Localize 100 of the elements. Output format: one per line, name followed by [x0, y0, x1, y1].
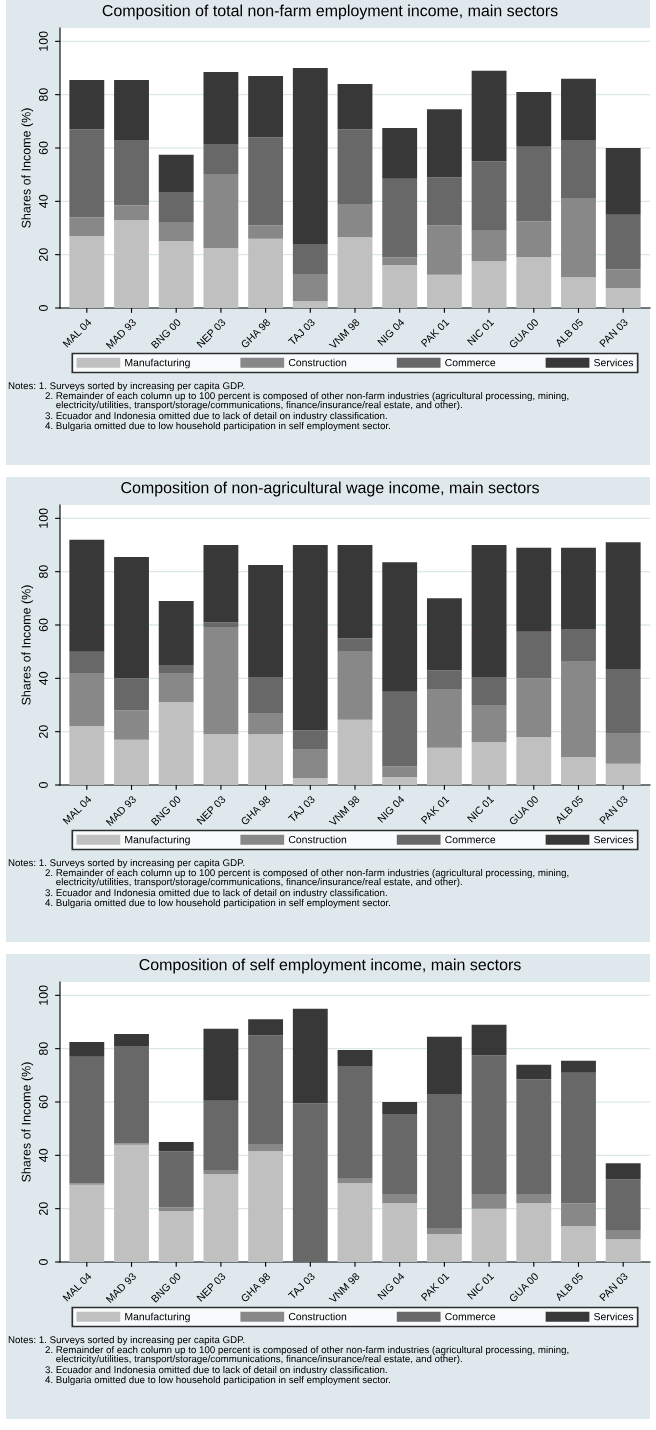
bar — [471, 742, 507, 785]
bar — [203, 174, 239, 248]
bar — [203, 72, 239, 144]
y-tick-label: 0 — [38, 1259, 48, 1265]
text: 3. Ecuador and Indonesia omitted due to lack of detail on industry classification. — [45, 1366, 387, 1376]
bar — [382, 691, 418, 767]
bar — [69, 80, 105, 130]
bar — [69, 1184, 105, 1262]
bar — [203, 248, 239, 308]
y-axis-title: Shares of Income (%) — [21, 108, 34, 228]
bar — [561, 1072, 596, 1204]
y-tick-label: 40 — [38, 1148, 48, 1162]
bar — [382, 257, 418, 266]
bar — [248, 76, 284, 138]
y-tick-label: 80 — [38, 565, 48, 579]
text: 3. Ecuador and Indonesia omitted due to lack of detail on industry classification. — [45, 412, 387, 422]
bar — [337, 1050, 373, 1066]
bar — [292, 301, 328, 308]
bar — [561, 1060, 596, 1073]
bar — [203, 1100, 239, 1170]
legend-label: Services — [594, 1312, 634, 1321]
text: Notes: 1. Surveys sorted by increasing per capita GDP. — [8, 859, 245, 869]
bar — [561, 198, 596, 278]
bar — [292, 778, 328, 785]
bar — [426, 274, 462, 308]
x-tick-label: NIC 01 — [466, 318, 495, 346]
bar — [382, 1114, 418, 1194]
bar — [471, 677, 507, 705]
bar — [114, 557, 149, 679]
bar — [292, 274, 328, 302]
bar — [561, 629, 596, 661]
bar — [426, 689, 462, 748]
bar — [471, 1194, 507, 1209]
bar — [382, 1203, 418, 1262]
bar — [605, 288, 641, 308]
bar — [158, 1211, 194, 1262]
x-tick-label: MAL 04 — [62, 1272, 93, 1302]
bar — [605, 763, 641, 785]
bar — [426, 225, 462, 275]
bar — [248, 1144, 284, 1152]
bar — [248, 565, 284, 677]
y-axis-title: Shares of Income (%) — [21, 585, 34, 705]
y-tick-label: 0 — [38, 305, 48, 311]
y-tick-label: 20 — [38, 1202, 48, 1215]
text: Notes: 1. Surveys sorted by increasing per capita GDP. — [8, 382, 245, 392]
bar — [337, 129, 373, 204]
bar — [203, 627, 239, 735]
bar — [426, 1228, 462, 1234]
bar — [114, 710, 149, 740]
bar — [158, 222, 194, 242]
bar — [471, 1208, 507, 1262]
bar — [605, 148, 641, 215]
bar — [158, 702, 194, 785]
bar — [561, 547, 596, 629]
x-tick-label: TAJ 03 — [287, 1272, 316, 1300]
bar — [561, 661, 596, 757]
bar — [158, 1207, 194, 1212]
bar — [114, 220, 149, 308]
bar — [382, 265, 418, 308]
bar — [516, 1064, 552, 1080]
chart-title: Composition of total non-farm employment income, main sectors — [102, 4, 558, 20]
legend-label: Commerce — [445, 835, 496, 844]
text: 2. Remainder of each column up to 100 percent is composed of other non-farm industries (agricultural processing, mining, electricity/utilities, transport/storage/communications, finance/insurance/real estate, and other). — [45, 392, 569, 411]
legend-label: Commerce — [445, 1312, 496, 1321]
bar — [516, 1079, 552, 1194]
bar — [69, 726, 105, 785]
bar — [69, 1056, 105, 1184]
y-tick-label: 100 — [38, 985, 48, 1005]
bar — [158, 154, 194, 192]
bar — [471, 261, 507, 308]
bar — [561, 140, 596, 199]
y-tick-label: 100 — [38, 508, 48, 528]
bar — [337, 1178, 373, 1184]
bar — [382, 128, 418, 179]
y-tick-label: 0 — [38, 782, 48, 788]
bar — [248, 713, 284, 735]
bar — [203, 1174, 239, 1262]
bar — [337, 651, 373, 720]
legend-label: Manufacturing — [125, 1312, 190, 1323]
bar — [158, 192, 194, 223]
bar — [516, 221, 552, 258]
bar — [114, 205, 149, 220]
legend-label: Construction — [288, 1312, 347, 1321]
legend-label: Construction — [288, 358, 347, 367]
y-tick-label: 100 — [38, 31, 48, 51]
bar — [605, 1179, 641, 1230]
text: 2. Remainder of each column up to 100 percent is composed of other non-farm industries (agricultural processing, mining, electricity/utilities, transport/storage/communications, finance/insurance/real estate, and other). — [45, 869, 569, 888]
bar — [292, 749, 328, 779]
bar — [248, 734, 284, 785]
x-tick-label: MAL 04 — [62, 318, 93, 348]
y-tick-label: 40 — [38, 671, 48, 685]
y-tick-label: 60 — [38, 141, 48, 155]
chart-title: Composition of self employment income, main sectors — [139, 958, 521, 974]
bar — [426, 747, 462, 785]
bar — [382, 1102, 418, 1114]
bar — [292, 1103, 328, 1262]
x-tick-label: TAJ 03 — [287, 795, 316, 823]
bar — [426, 670, 462, 689]
bar — [471, 705, 507, 743]
bar — [426, 1094, 462, 1229]
